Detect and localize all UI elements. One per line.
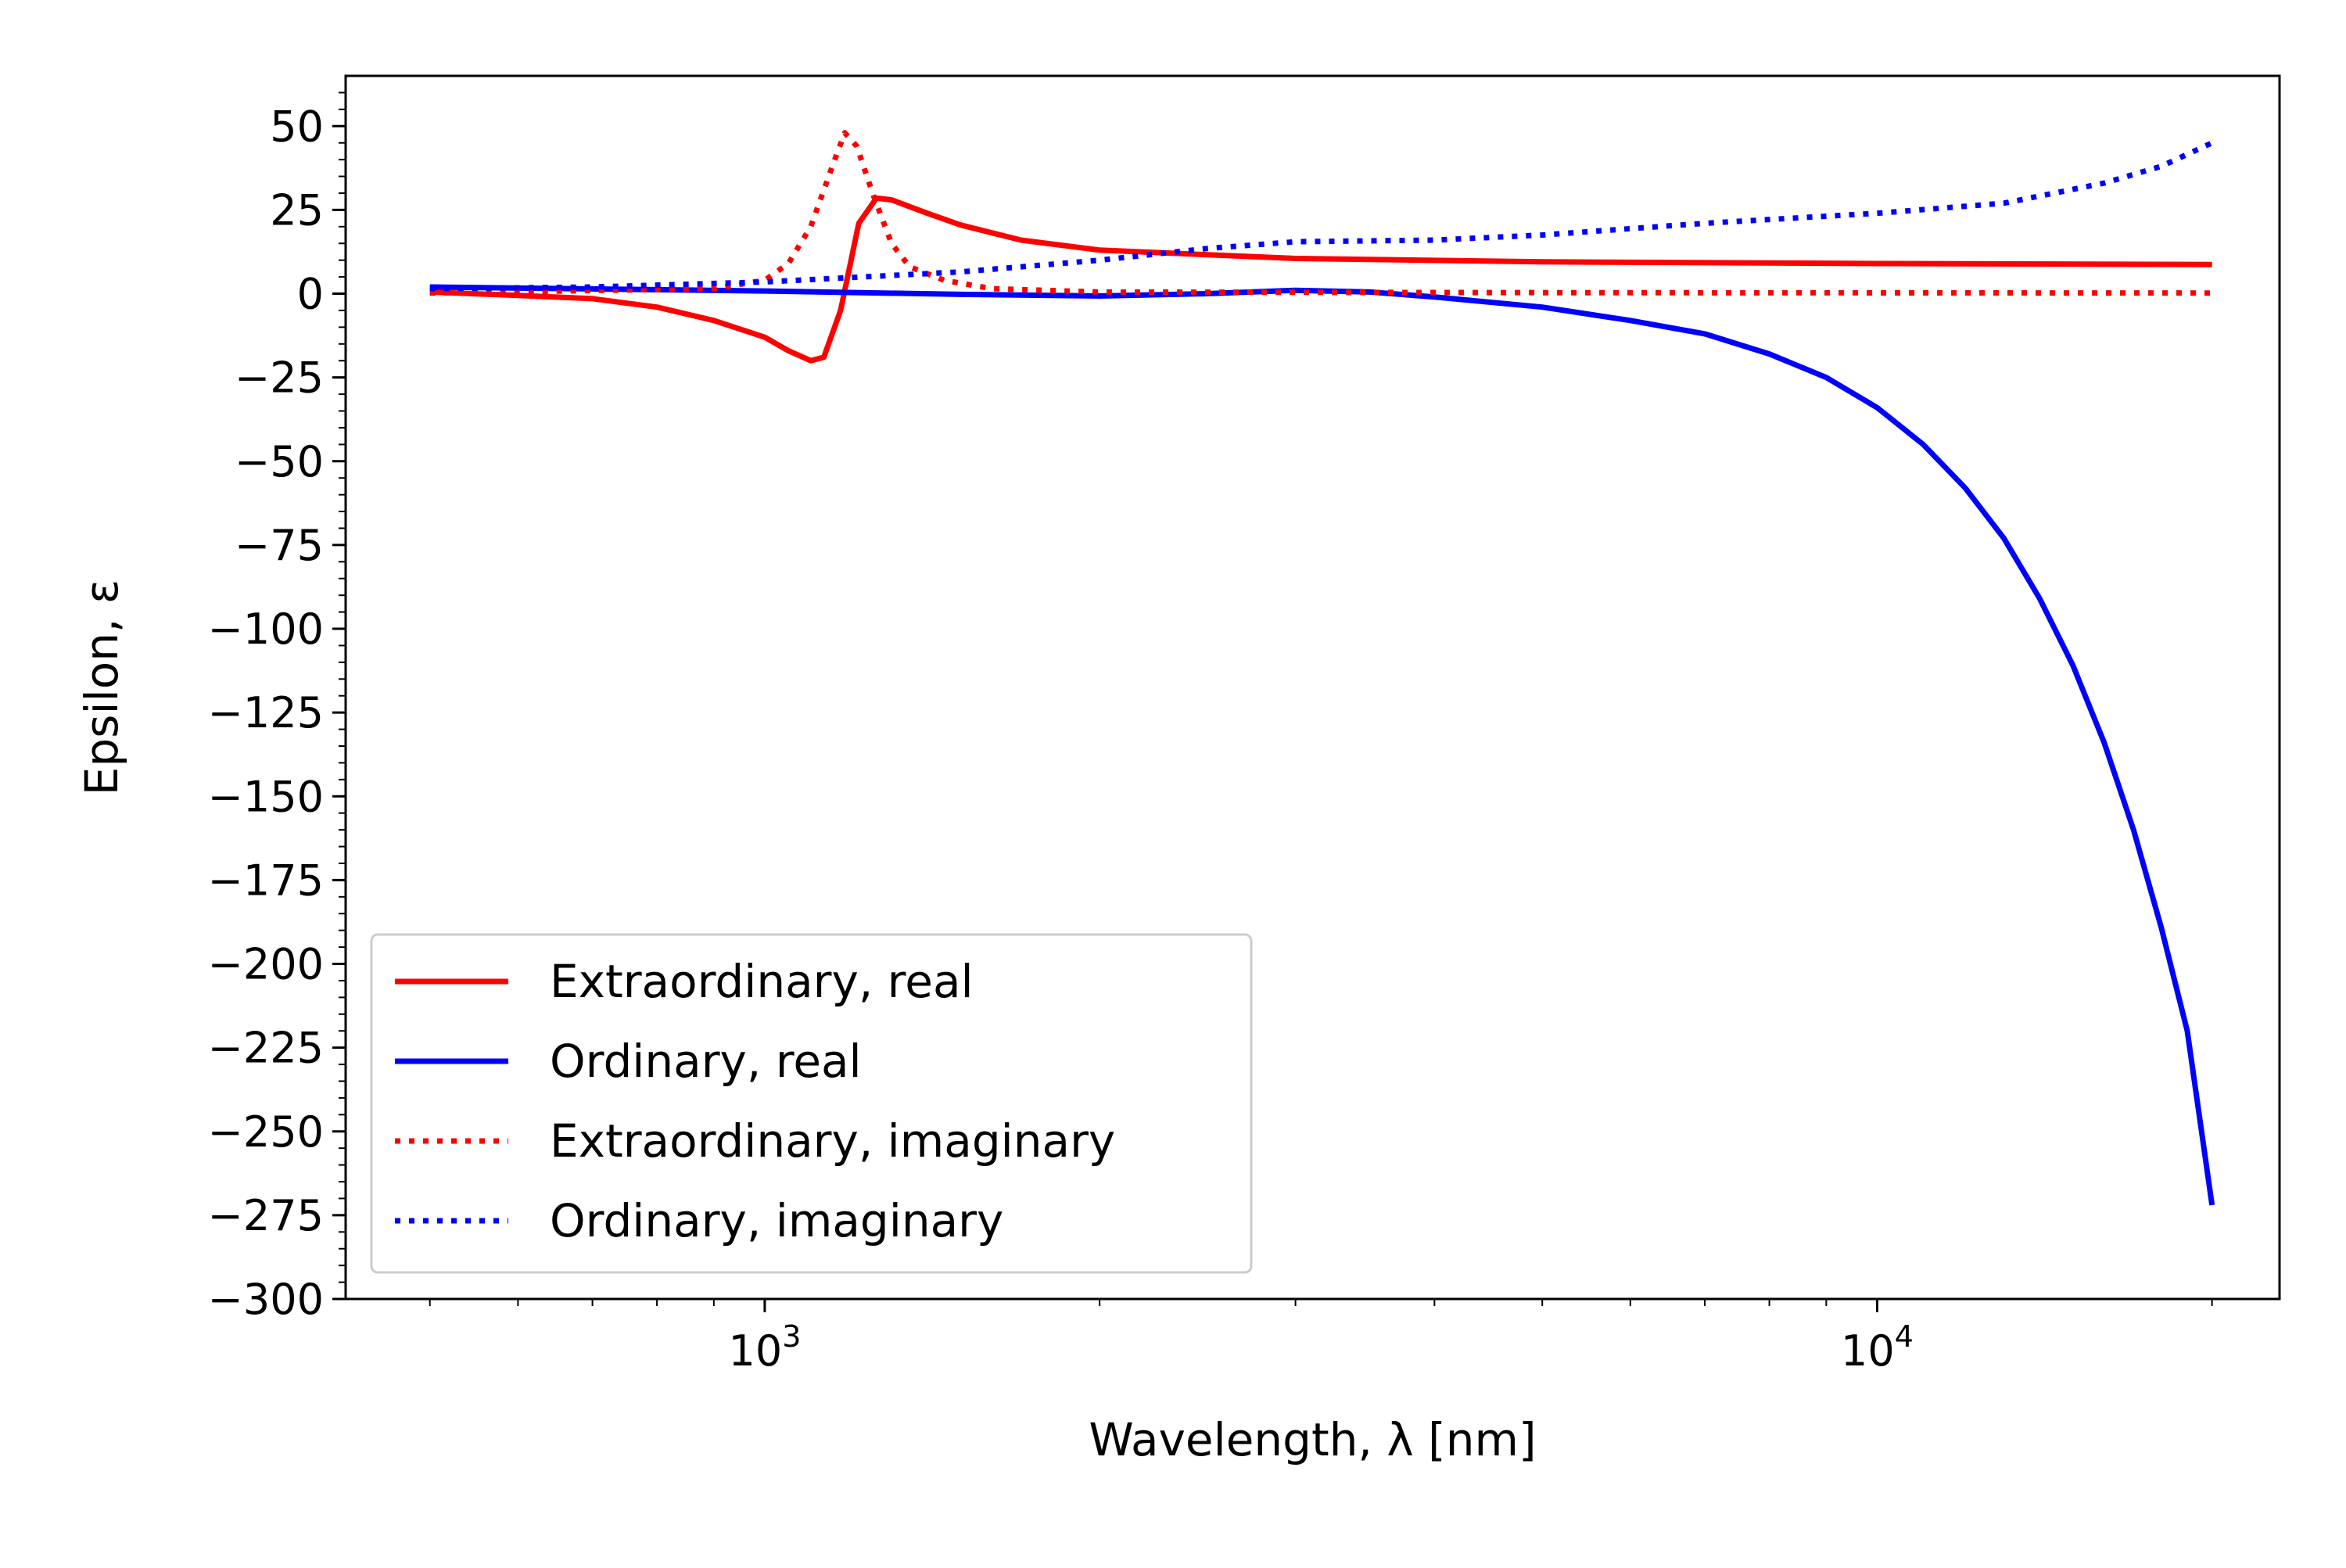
y-tick-label: 25 bbox=[270, 185, 324, 235]
legend-label: Ordinary, imaginary bbox=[550, 1194, 1003, 1247]
y-tick-label: −25 bbox=[235, 353, 324, 403]
y-tick-label: −175 bbox=[208, 856, 324, 905]
series-line-2 bbox=[429, 284, 2215, 1206]
y-tick-label: −300 bbox=[208, 1275, 324, 1324]
y-tick-label: −50 bbox=[235, 437, 324, 486]
legend-label: Ordinary, real bbox=[550, 1035, 862, 1088]
series-line-3 bbox=[429, 130, 2212, 296]
y-tick-label: −75 bbox=[235, 521, 324, 570]
legend-box bbox=[370, 933, 1253, 1274]
x-tick-label-base: 10 bbox=[728, 1326, 782, 1376]
x-tick-label: 103 bbox=[728, 1319, 801, 1376]
x-tick-label-exponent: 4 bbox=[1895, 1319, 1914, 1354]
series-layer bbox=[429, 130, 2215, 1206]
y-axis-label: Epsilon, ε bbox=[75, 579, 128, 795]
y-tick-label: −100 bbox=[208, 605, 324, 654]
x-tick-label-exponent: 3 bbox=[782, 1319, 801, 1354]
y-tick-label: 50 bbox=[270, 102, 324, 151]
y-tick-label: −225 bbox=[208, 1024, 324, 1073]
y-tick-label: −250 bbox=[208, 1107, 324, 1157]
legend: Extraordinary, real Ordinary, real Extraor… bbox=[370, 933, 1253, 1274]
y-tick-label: 0 bbox=[297, 270, 324, 319]
y-tick-label: −150 bbox=[208, 772, 324, 821]
x-axis-label: Wavelength, λ [nm] bbox=[1089, 1413, 1536, 1466]
legend-label: Extraordinary, real bbox=[550, 955, 974, 1008]
y-tick-label: −275 bbox=[208, 1191, 324, 1240]
legend-label: Extraordinary, imaginary bbox=[550, 1114, 1115, 1168]
ticks-layer: 50 25 0 −25 −50 −75 −100 −125 −150 −175 −200 −225 −2… bbox=[208, 91, 2213, 1376]
series-line-1 bbox=[429, 195, 2212, 364]
y-tick-label: −125 bbox=[208, 688, 324, 737]
axes-frame bbox=[344, 74, 2281, 1301]
y-tick-label: −200 bbox=[208, 940, 324, 989]
x-tick-label: 104 bbox=[1841, 1319, 1914, 1376]
x-tick-label-base: 10 bbox=[1841, 1326, 1895, 1376]
